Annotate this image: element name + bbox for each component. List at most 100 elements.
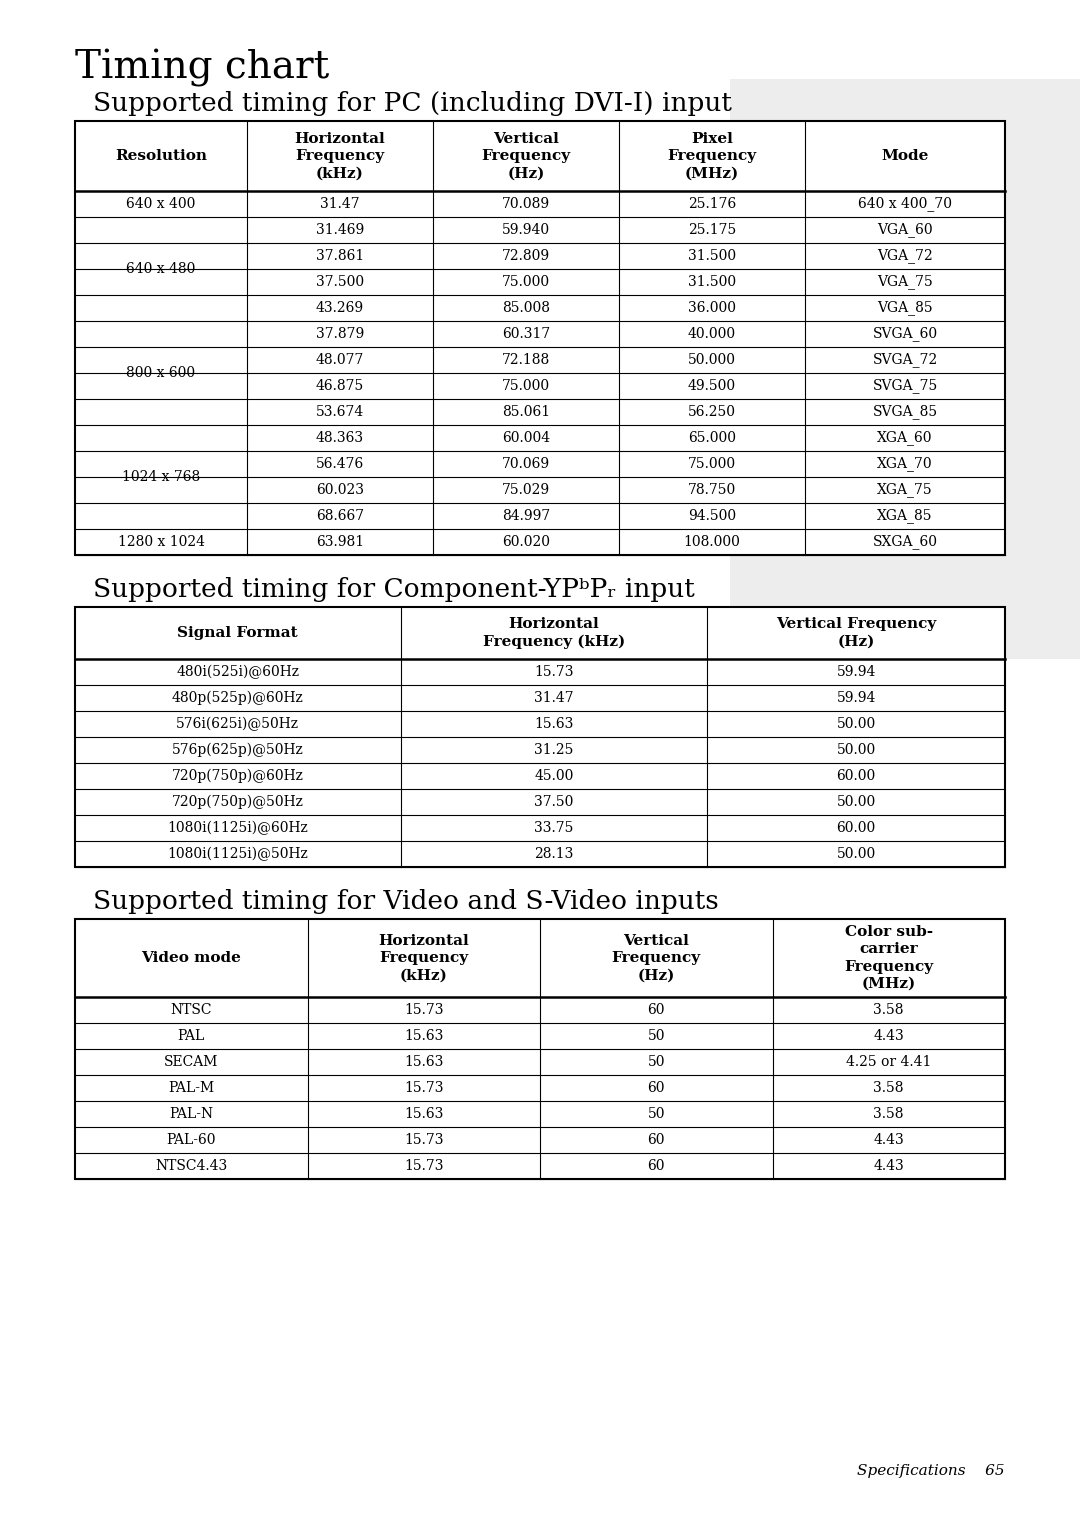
Text: Vertical
Frequency
(Hz): Vertical Frequency (Hz)	[482, 131, 570, 180]
Text: Vertical
Frequency
(Hz): Vertical Frequency (Hz)	[611, 934, 701, 982]
Text: Horizontal
Frequency
(kHz): Horizontal Frequency (kHz)	[378, 934, 469, 982]
Text: 28.13: 28.13	[535, 847, 573, 861]
Text: 94.500: 94.500	[688, 509, 737, 523]
Text: 60.00: 60.00	[837, 769, 876, 783]
Text: 50.00: 50.00	[837, 847, 876, 861]
Text: 3.58: 3.58	[874, 1081, 904, 1095]
Text: 56.476: 56.476	[316, 457, 364, 471]
Text: 15.73: 15.73	[535, 665, 573, 679]
Text: SVGA_85: SVGA_85	[873, 405, 937, 419]
Text: SECAM: SECAM	[164, 1055, 218, 1069]
Text: Video mode: Video mode	[141, 951, 241, 965]
Text: NTSC: NTSC	[171, 1003, 212, 1017]
Text: Color sub-
carrier
Frequency
(MHz): Color sub- carrier Frequency (MHz)	[845, 925, 933, 991]
Text: VGA_72: VGA_72	[877, 249, 933, 263]
Text: 4.43: 4.43	[874, 1133, 904, 1147]
Text: Horizontal
Frequency
(kHz): Horizontal Frequency (kHz)	[295, 131, 386, 180]
Text: 4.43: 4.43	[874, 1029, 904, 1043]
Text: 72.809: 72.809	[502, 249, 550, 263]
Text: 72.188: 72.188	[502, 353, 550, 367]
Text: Horizontal
Frequency (kHz): Horizontal Frequency (kHz)	[483, 618, 625, 648]
Text: XGA_85: XGA_85	[877, 509, 933, 523]
Text: 85.008: 85.008	[502, 301, 550, 315]
Text: 640 x 480: 640 x 480	[126, 261, 195, 277]
Text: 50: 50	[648, 1055, 665, 1069]
Text: 59.940: 59.940	[502, 223, 550, 237]
Text: 70.089: 70.089	[502, 197, 550, 211]
Text: 800 x 600: 800 x 600	[126, 365, 195, 381]
Text: 43.269: 43.269	[316, 301, 364, 315]
Text: 60: 60	[648, 1133, 665, 1147]
Text: 60.023: 60.023	[316, 483, 364, 497]
Text: 75.029: 75.029	[502, 483, 550, 497]
Text: 70.069: 70.069	[502, 457, 550, 471]
Text: Supported timing for Video and S-Video inputs: Supported timing for Video and S-Video i…	[93, 888, 719, 914]
Text: Timing chart: Timing chart	[75, 49, 329, 87]
Text: 48.077: 48.077	[315, 353, 364, 367]
Text: 720p(750p)@50Hz: 720p(750p)@50Hz	[172, 795, 303, 809]
Text: 50.00: 50.00	[837, 717, 876, 731]
Text: 50.00: 50.00	[837, 795, 876, 809]
Text: PAL-N: PAL-N	[170, 1107, 214, 1121]
Text: 75.000: 75.000	[688, 457, 737, 471]
Text: 15.63: 15.63	[535, 717, 573, 731]
Text: 1024 x 768: 1024 x 768	[122, 469, 200, 485]
Text: 4.43: 4.43	[874, 1159, 904, 1173]
Text: 1080i(1125i)@60Hz: 1080i(1125i)@60Hz	[167, 821, 308, 835]
Text: Pixel
Frequency
(MHz): Pixel Frequency (MHz)	[667, 131, 757, 180]
Text: 53.674: 53.674	[316, 405, 364, 419]
Text: Supported timing for Component-YPᵇPᵣ input: Supported timing for Component-YPᵇPᵣ inp…	[93, 576, 694, 602]
Text: 31.47: 31.47	[535, 691, 573, 705]
Text: PAL-60: PAL-60	[166, 1133, 216, 1147]
Text: 50.000: 50.000	[688, 353, 737, 367]
Text: 3.58: 3.58	[874, 1003, 904, 1017]
Text: 84.997: 84.997	[502, 509, 550, 523]
Text: XGA_70: XGA_70	[877, 457, 933, 471]
Text: XGA_60: XGA_60	[877, 431, 933, 445]
Text: 640 x 400: 640 x 400	[126, 197, 195, 211]
Text: 60.004: 60.004	[502, 431, 550, 445]
Text: 59.94: 59.94	[837, 665, 876, 679]
Text: 50.00: 50.00	[837, 743, 876, 757]
Text: 640 x 400_70: 640 x 400_70	[858, 197, 953, 211]
Text: 15.73: 15.73	[404, 1003, 444, 1017]
Text: PAL-M: PAL-M	[168, 1081, 214, 1095]
Text: 50: 50	[648, 1107, 665, 1121]
Text: 75.000: 75.000	[502, 275, 550, 289]
Text: 59.94: 59.94	[837, 691, 876, 705]
Text: SVGA_75: SVGA_75	[873, 379, 937, 393]
Text: 37.50: 37.50	[535, 795, 573, 809]
Text: Specifications    65: Specifications 65	[858, 1463, 1005, 1479]
Text: 68.667: 68.667	[316, 509, 364, 523]
Text: 31.25: 31.25	[535, 743, 573, 757]
Text: 720p(750p)@60Hz: 720p(750p)@60Hz	[172, 769, 303, 783]
Text: NTSC4.43: NTSC4.43	[156, 1159, 228, 1173]
Text: SXGA_60: SXGA_60	[873, 535, 937, 549]
Text: 33.75: 33.75	[535, 821, 573, 835]
Text: 60: 60	[648, 1003, 665, 1017]
Text: 576i(625i)@50Hz: 576i(625i)@50Hz	[176, 717, 299, 731]
Text: 1280 x 1024: 1280 x 1024	[118, 535, 204, 549]
Text: 65.000: 65.000	[688, 431, 737, 445]
Text: 60: 60	[648, 1081, 665, 1095]
Text: 480p(525p)@60Hz: 480p(525p)@60Hz	[172, 691, 303, 705]
Text: XGA_75: XGA_75	[877, 483, 933, 497]
Bar	[75, 607, 1005, 867]
Text: 1080i(1125i)@50Hz: 1080i(1125i)@50Hz	[167, 847, 308, 861]
Text: 31.47: 31.47	[321, 197, 360, 211]
Text: 480i(525i)@60Hz: 480i(525i)@60Hz	[176, 665, 299, 679]
Text: 31.500: 31.500	[688, 249, 737, 263]
Text: 36.000: 36.000	[688, 301, 737, 315]
Text: VGA_60: VGA_60	[877, 223, 933, 237]
Bar	[730, 80, 1080, 659]
Text: Supported timing for PC (including DVI-I) input: Supported timing for PC (including DVI-I…	[93, 92, 732, 116]
Text: Vertical Frequency
(Hz): Vertical Frequency (Hz)	[777, 618, 936, 648]
Text: 63.981: 63.981	[316, 535, 364, 549]
Text: 37.861: 37.861	[316, 249, 364, 263]
Text: PAL: PAL	[177, 1029, 205, 1043]
Bar	[75, 121, 1005, 555]
Text: 25.175: 25.175	[688, 223, 737, 237]
Text: 15.73: 15.73	[404, 1133, 444, 1147]
Text: 31.500: 31.500	[688, 275, 737, 289]
Bar	[75, 919, 1005, 1179]
